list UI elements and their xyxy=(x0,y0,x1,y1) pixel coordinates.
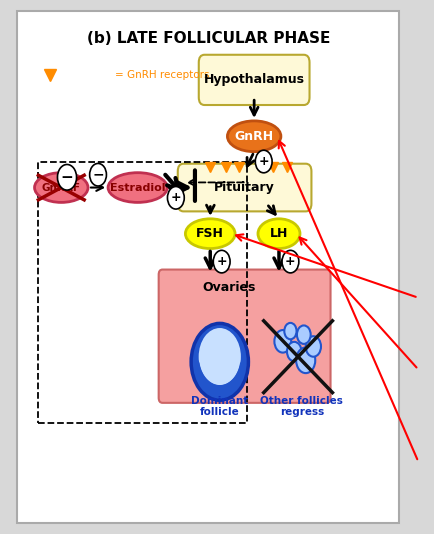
Text: Estradiol: Estradiol xyxy=(110,183,165,193)
Circle shape xyxy=(287,342,302,362)
Ellipse shape xyxy=(185,219,235,248)
Text: +: + xyxy=(171,191,181,205)
FancyBboxPatch shape xyxy=(178,164,312,211)
Ellipse shape xyxy=(35,172,88,202)
Ellipse shape xyxy=(227,121,281,152)
Text: +: + xyxy=(258,155,269,168)
Text: LH: LH xyxy=(270,227,288,240)
Text: Hypothalamus: Hypothalamus xyxy=(204,73,305,87)
Circle shape xyxy=(306,336,321,357)
Circle shape xyxy=(90,163,106,186)
Circle shape xyxy=(284,323,296,339)
Bar xyxy=(38,162,247,423)
Circle shape xyxy=(255,150,272,173)
Circle shape xyxy=(168,186,184,209)
Text: Dominant
follicle: Dominant follicle xyxy=(191,396,248,417)
Text: (b) LATE FOLLICULAR PHASE: (b) LATE FOLLICULAR PHASE xyxy=(87,32,330,46)
FancyBboxPatch shape xyxy=(199,55,309,105)
Circle shape xyxy=(296,348,315,373)
Circle shape xyxy=(191,324,248,400)
FancyBboxPatch shape xyxy=(159,270,331,403)
Text: Other follicles
regress: Other follicles regress xyxy=(260,396,343,417)
Text: −: − xyxy=(61,170,73,185)
Ellipse shape xyxy=(108,172,167,202)
Text: GnRH: GnRH xyxy=(235,130,274,143)
Text: FSH: FSH xyxy=(196,227,224,240)
Text: Ovaries: Ovaries xyxy=(203,281,256,294)
Circle shape xyxy=(282,250,299,273)
Circle shape xyxy=(297,325,311,344)
Circle shape xyxy=(57,164,76,190)
Text: = GnRH receptors: = GnRH receptors xyxy=(115,70,210,80)
Text: +: + xyxy=(217,255,227,268)
Text: Pituitary: Pituitary xyxy=(214,181,275,194)
Ellipse shape xyxy=(258,219,300,248)
Circle shape xyxy=(274,330,291,352)
Text: −: − xyxy=(92,168,104,182)
Circle shape xyxy=(197,327,242,387)
FancyBboxPatch shape xyxy=(17,11,399,523)
Circle shape xyxy=(213,250,230,273)
Text: GnRAF: GnRAF xyxy=(42,183,81,193)
Text: +: + xyxy=(285,255,296,268)
